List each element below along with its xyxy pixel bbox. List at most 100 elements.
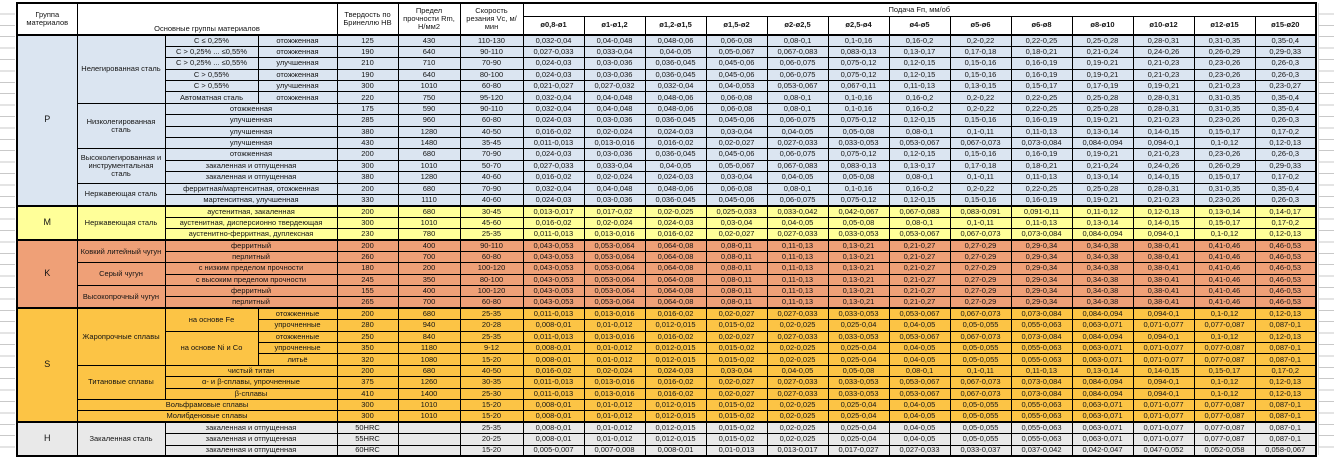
feed-cell: 0,02-0,025: [766, 319, 829, 332]
feed-cell: 0,063-0,071: [1071, 433, 1134, 446]
hardness-cell: 285: [336, 114, 399, 127]
feed-cell: 0,27-0,29: [949, 285, 1012, 298]
table-row: перлитный 265 700 60-80 0,043-0,053 0,053-0,0…: [17, 296, 1317, 309]
feed-cell: 0,084-0,094: [1071, 228, 1134, 241]
table-row: улучшенная 430 1480 35-45 0,011-0,013 0,013-0…: [17, 136, 1317, 150]
feed-cell: 0,01-0,012: [583, 342, 646, 355]
feed-cell: 0,042-0,047: [1071, 444, 1134, 457]
feed-cell: 0,053-0,067: [888, 387, 951, 401]
feed-cell: 0,18-0,21: [1010, 45, 1073, 59]
feed-cell: 0,084-0,094: [1071, 376, 1134, 389]
feed-cell: 0,35-0,4: [1254, 91, 1317, 104]
feed-col-header: ø10-ø12: [1132, 15, 1195, 36]
feed-cell: 0,01-0,012: [583, 410, 646, 423]
feed-cell: 0,033-0,053: [827, 330, 890, 344]
feed-cell: 0,011-0,013: [522, 376, 585, 389]
feed-cell: 0,077-0,087: [1193, 319, 1256, 332]
feed-cell: 0,41-0,46: [1193, 238, 1256, 252]
header-material-group: Группа материалов: [16, 2, 78, 36]
feed-col-header: ø2-ø2,5: [766, 15, 829, 36]
feed-cell: 0,08-0,11: [705, 262, 768, 275]
feed-cell: 0,032-0,04: [522, 33, 585, 47]
feed-cell: 0,1-0,12: [1193, 136, 1256, 150]
feed-cell: 0,036-0,045: [644, 114, 707, 127]
feed-cell: 0,08-0,1: [766, 102, 829, 116]
strength-cell: 350: [397, 273, 461, 287]
hardness-cell: 300: [336, 80, 399, 93]
feed-cell: 0,08-0,11: [705, 296, 768, 309]
speed-cell: 25-35: [459, 330, 524, 344]
feed-cell: 0,013-0,016: [583, 228, 646, 241]
material-cell: Низколегированная сталь: [76, 102, 166, 150]
speed-cell: 15-20: [459, 410, 524, 423]
feed-cell: 0,11-0,13: [1010, 171, 1073, 184]
table-row: K Ковкий литейный чугун ферритный 200 400 90-…: [16, 238, 1317, 309]
material-cell: отожженные: [257, 307, 338, 321]
feed-cell: 0,21-0,23: [1132, 148, 1195, 161]
table-row: Серый чугун с низким пределом прочности 18…: [17, 262, 1317, 287]
feed-cell: 0,015-0,02: [705, 353, 768, 366]
feed-cell: 0,46-0,53: [1254, 250, 1317, 264]
material-cell: Молибденовые сплавы: [76, 410, 338, 423]
feed-cell: 0,045-0,06: [705, 148, 768, 161]
feed-cell: 0,13-0,14: [1071, 171, 1134, 184]
material-cell: Нержавеющая сталь: [76, 204, 166, 241]
feed-cell: 0,01-0,012: [583, 421, 646, 435]
feed-cell: 0,21-0,23: [1132, 57, 1195, 70]
feed-cell: 0,46-0,53: [1254, 273, 1317, 287]
feed-cell: 0,29-0,34: [1010, 296, 1073, 309]
feed-cell: 0,13-0,21: [827, 285, 890, 298]
table-row: M Нержавеющая сталь аустенитная, закаленна…: [16, 204, 1317, 241]
feed-cell: 0,016-0,02: [522, 364, 585, 378]
feed-cell: 0,024-0,03: [644, 171, 707, 184]
feed-cell: 0,23-0,27: [1254, 80, 1317, 93]
feed-cell: 0,071-0,077: [1132, 342, 1195, 355]
feed-cell: 0,2-0,22: [949, 182, 1012, 195]
feed-cell: 0,08-0,1: [766, 91, 829, 104]
feed-cell: 0,25-0,28: [1071, 33, 1134, 47]
material-cell: C > 0,55%: [164, 80, 259, 93]
hardness-cell: 430: [336, 136, 399, 150]
feed-cell: 0,1-0,12: [1193, 387, 1256, 401]
feed-cell: 0,17-0,2: [1254, 364, 1317, 378]
speed-cell: 90-110: [459, 238, 524, 252]
speed-cell: 60-80: [459, 114, 524, 127]
feed-cell: 0,043-0,053: [522, 273, 585, 287]
feed-cell: 0,46-0,53: [1254, 285, 1317, 298]
material-cell: литьё: [257, 353, 338, 366]
speed-cell: 30-35: [459, 376, 524, 389]
table-row: H Закаленная сталь закаленная и отпущенная…: [16, 421, 1317, 457]
feed-cell: 0,01-0,012: [583, 353, 646, 366]
feed-cell: 0,04-0,05: [766, 171, 829, 184]
material-cell: Жаропрочные сплавы: [76, 307, 166, 366]
feed-cell: 0,23-0,26: [1193, 193, 1256, 207]
feed-cell: 0,01-0,012: [583, 398, 646, 412]
feed-cell: 0,094-0,1: [1132, 228, 1195, 241]
feed-cell: 0,27-0,29: [949, 296, 1012, 309]
table-row: α- и β-сплавы, упрочненные 375 1260 30-35 0,…: [17, 376, 1317, 389]
feed-cell: 0,15-0,17: [1010, 80, 1073, 93]
feed-cell: 0,025-0,04: [827, 421, 890, 435]
feed-cell: 0,008-0,01: [522, 433, 585, 446]
feed-cell: 0,02-0,025: [766, 433, 829, 446]
hardness-cell: 245: [336, 273, 399, 287]
hardness-cell: 250: [336, 330, 399, 344]
feed-cell: 0,19-0,21: [1071, 148, 1134, 161]
material-cell: Серый чугун: [76, 262, 166, 287]
feed-cell: 0,22-0,25: [1010, 33, 1073, 47]
feed-cell: 0,055-0,063: [1010, 342, 1073, 355]
feed-cell: 0,033-0,037: [949, 444, 1012, 457]
feed-cell: 0,05-0,055: [949, 433, 1012, 446]
feed-cell: 0,075-0,12: [827, 57, 890, 70]
feed-cell: 0,073-0,084: [1010, 228, 1073, 241]
feed-cell: 0,036-0,045: [644, 68, 707, 82]
strength-cell: 640: [397, 68, 461, 82]
hardness-cell: 125: [336, 33, 399, 47]
table-row: закаленная и отпущенная 55HRC 20-25 0,008-0…: [17, 433, 1317, 446]
feed-cell: 0,11-0,13: [1010, 364, 1073, 378]
table-row: на основе Ni и Co отожженные 250 840 25-35 0,…: [17, 330, 1317, 366]
speed-cell: 70-90: [459, 148, 524, 161]
feed-cell: 0,073-0,084: [1010, 387, 1073, 401]
strength-cell: 1180: [397, 342, 461, 355]
feed-cell: 0,11-0,13: [766, 250, 829, 264]
